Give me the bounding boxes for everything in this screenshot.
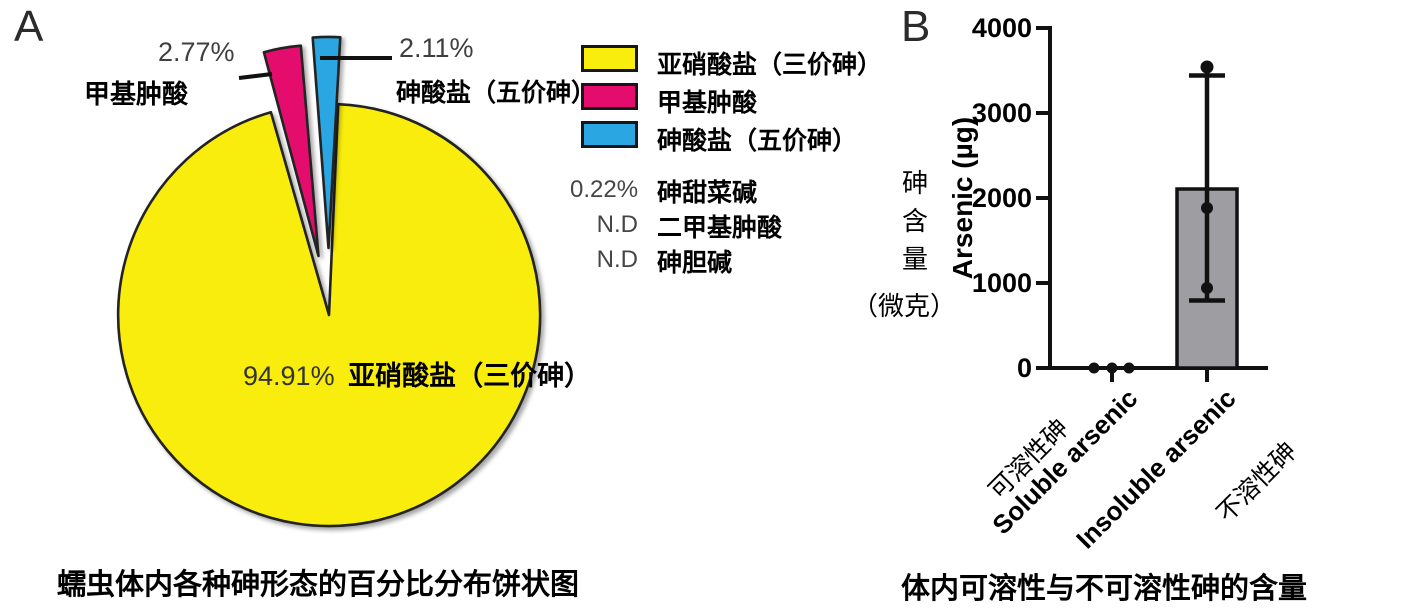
y-tick-label-1000: 1000	[971, 268, 1032, 298]
pie-inner-percent: 94.91%	[243, 361, 335, 391]
legend-swatch-yellow	[581, 45, 638, 72]
legend-value-arsenobetaine: 0.22%	[570, 176, 639, 203]
y-tick-label-2000: 2000	[971, 183, 1032, 213]
y-tick-label-0: 0	[1016, 353, 1032, 383]
data-point-insoluble-1	[1200, 60, 1214, 74]
data-point-insoluble-3	[1201, 282, 1213, 294]
legend-label-dma: 二甲基肿酸	[657, 214, 783, 242]
legend-swatch-blue	[581, 121, 638, 148]
data-point-soluble-3	[1123, 362, 1135, 374]
y-tick-label-4000: 4000	[971, 13, 1032, 43]
data-point-soluble-1	[1088, 362, 1100, 374]
y-axis-title-zh-1: 砷	[901, 168, 928, 198]
pie-slice-yellow-arsenite	[116, 102, 542, 528]
panel-a-caption: 蠕虫体内各种砷形态的百分比分布饼状图	[57, 569, 580, 601]
callout-blue-name: 砷酸盐（五价砷）	[396, 79, 597, 107]
callout-blue-percent: 2.11%	[399, 33, 474, 63]
callout-magenta-percent: 2.77%	[158, 37, 235, 67]
pie-slice-magenta-methylarsonic	[262, 44, 320, 258]
y-axis-title-en: Arsenic (µg)	[947, 116, 978, 280]
legend-label-arsenobetaine: 砷甜菜碱	[657, 179, 758, 207]
legend-label-arsenite: 亚硝酸盐（三价砷）	[657, 51, 883, 79]
callout-line-magenta	[238, 72, 273, 80]
y-tick-label-3000: 3000	[971, 98, 1032, 128]
pie-inner-label: 94.91% 亚硝酸盐（三价砷）	[243, 354, 591, 393]
panel-b-caption: 体内可溶性与不可溶性砷的含量	[901, 573, 1308, 605]
legend-label-arsenate: 砷酸盐（五价砷）	[657, 127, 858, 155]
legend-value-dma: N.D	[596, 211, 638, 238]
data-point-soluble-2	[1106, 362, 1118, 374]
pie-inner-name: 亚硝酸盐（三价砷）	[348, 361, 592, 391]
pie-slice-blue-arsenate	[311, 35, 342, 250]
y-axis-title-zh-2: 含	[901, 206, 928, 236]
legend-value-arsenocholine: N.D	[596, 246, 638, 273]
y-axis-title-zh-3: 量	[901, 244, 928, 274]
callout-magenta-name: 甲基肿酸	[84, 79, 189, 109]
y-axis-title-zh-unit: （微克）	[851, 291, 956, 321]
legend-label-arsenocholine: 砷胆碱	[657, 249, 733, 277]
legend-label-methylarsonic: 甲基肿酸	[657, 89, 758, 117]
data-point-insoluble-2	[1201, 202, 1213, 214]
panel-a-label: A	[14, 2, 44, 51]
legend-swatch-magenta	[581, 83, 638, 110]
panel-b-label: B	[901, 2, 931, 51]
